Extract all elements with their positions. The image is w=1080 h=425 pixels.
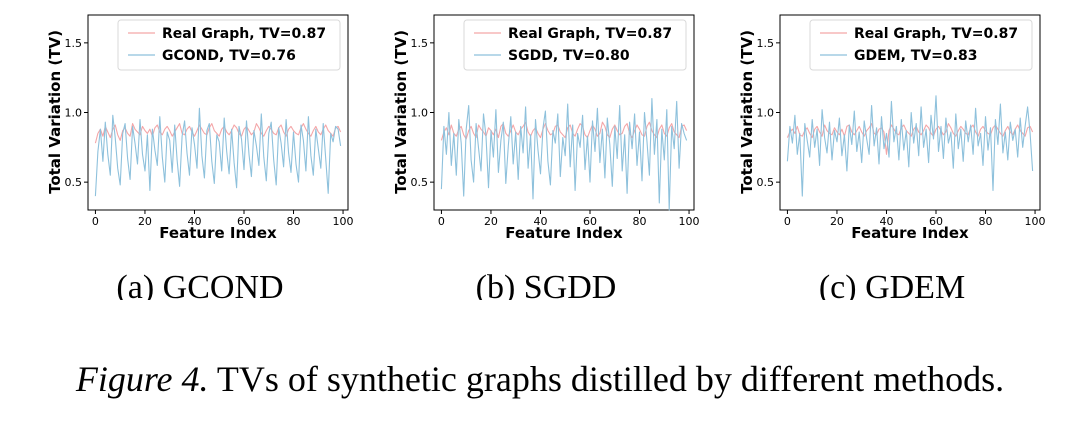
line-series-group <box>786 95 1034 197</box>
series-line-0 <box>440 121 688 141</box>
x-axis-label: Feature Index <box>159 224 277 242</box>
figure-caption-text: TVs of synthetic graphs distilled by dif… <box>208 359 1005 399</box>
x-tick-label: 40 <box>879 215 893 228</box>
x-tick-label: 60 <box>583 215 597 228</box>
line-series-group <box>440 98 688 211</box>
x-axis-label: Feature Index <box>505 224 623 242</box>
y-tick-label: 0.5 <box>411 176 429 189</box>
x-tick-label: 0 <box>92 215 99 228</box>
subcaption: (c) GDEM <box>819 269 965 300</box>
y-tick-label: 0.5 <box>65 176 83 189</box>
figure-label: Figure 4. <box>75 359 209 399</box>
legend-label-sgdd: SGDD, TV=0.80 <box>508 48 630 64</box>
y-tick-label: 1.5 <box>411 37 429 50</box>
x-tick-label: 40 <box>187 215 201 228</box>
panel-gcond: 0 20 40 60 80 100 0.5 1.0 1.5 Real Graph, TV=0.8… <box>46 14 354 300</box>
panel-sgdd: 0 20 40 60 80 100 0.5 1.0 1.5 Real Graph, TV=0.8… <box>392 14 700 300</box>
series-line-1 <box>440 98 688 211</box>
figure-caption: Figure 4. TVs of synthetic graphs distil… <box>0 358 1080 400</box>
legend <box>463 19 687 71</box>
y-tick-label: 1.0 <box>65 107 83 120</box>
series-line-1 <box>786 95 1034 197</box>
y-axis-label: Total Variation (TV) <box>46 30 64 194</box>
y-tick-label: 0.5 <box>757 176 775 189</box>
x-tick-label: 20 <box>484 215 498 228</box>
legend <box>809 19 1033 71</box>
legend-label-real-graph: Real Graph, TV=0.87 <box>508 26 672 42</box>
series-line-0 <box>94 123 342 144</box>
ticks-group: 0 20 40 60 80 100 0.5 1.0 1.5 <box>757 37 1046 228</box>
x-tick-label: 40 <box>533 215 547 228</box>
x-tick-label: 80 <box>633 215 647 228</box>
x-tick-label: 100 <box>333 215 354 228</box>
x-tick-label: 80 <box>287 215 301 228</box>
subcaption: (a) GCOND <box>116 269 283 300</box>
legend <box>117 19 341 71</box>
ticks-group: 0 20 40 60 80 100 0.5 1.0 1.5 <box>65 37 354 228</box>
legend-label-gcond: GCOND, TV=0.76 <box>162 48 296 64</box>
x-tick-label: 0 <box>438 215 445 228</box>
legend-label-real-graph: Real Graph, TV=0.87 <box>854 26 1018 42</box>
series-line-1 <box>94 107 342 197</box>
x-tick-label: 60 <box>237 215 251 228</box>
x-axis-label: Feature Index <box>851 224 969 242</box>
subcaption: (b) SGDD <box>476 269 617 300</box>
line-series-group <box>94 107 342 197</box>
y-axis-label: Total Variation (TV) <box>392 30 410 194</box>
y-tick-label: 1.0 <box>411 107 429 120</box>
x-tick-label: 100 <box>1025 215 1046 228</box>
x-tick-label: 20 <box>830 215 844 228</box>
panel-gdem: 0 20 40 60 80 100 0.5 1.0 1.5 Real Graph, TV=0.8… <box>738 14 1046 300</box>
x-tick-label: 60 <box>929 215 943 228</box>
x-tick-label: 80 <box>979 215 993 228</box>
x-tick-label: 20 <box>138 215 152 228</box>
figure-panels: 0 20 40 60 80 100 0.5 1.0 1.5 Real Graph, TV=0.8… <box>46 14 1046 300</box>
y-tick-label: 1.0 <box>757 107 775 120</box>
y-tick-label: 1.5 <box>65 37 83 50</box>
y-tick-label: 1.5 <box>757 37 775 50</box>
x-tick-label: 0 <box>784 215 791 228</box>
legend-label-gdem: GDEM, TV=0.83 <box>854 48 977 64</box>
y-axis-label: Total Variation (TV) <box>738 30 756 194</box>
x-tick-label: 100 <box>679 215 700 228</box>
ticks-group: 0 20 40 60 80 100 0.5 1.0 1.5 <box>411 37 700 228</box>
legend-label-real-graph: Real Graph, TV=0.87 <box>162 26 326 42</box>
